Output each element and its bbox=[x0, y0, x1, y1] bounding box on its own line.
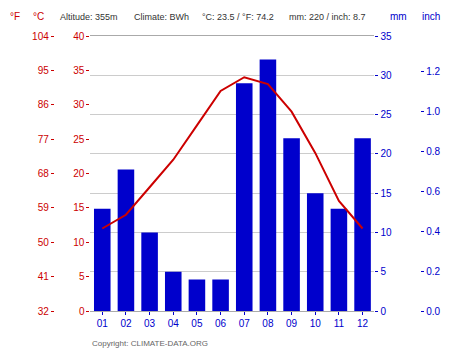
svg-text:20: 20 bbox=[73, 168, 85, 179]
svg-text:0.0: 0.0 bbox=[426, 306, 440, 317]
svg-text:0: 0 bbox=[380, 306, 386, 317]
svg-text:10: 10 bbox=[310, 318, 322, 329]
svg-text:°F: °F bbox=[10, 11, 20, 22]
svg-text:06: 06 bbox=[215, 318, 227, 329]
svg-text:20: 20 bbox=[380, 148, 392, 159]
svg-text:03: 03 bbox=[144, 318, 156, 329]
svg-text:mm: 220 / inch: 8.7: mm: 220 / inch: 8.7 bbox=[289, 12, 366, 22]
svg-text:5: 5 bbox=[79, 271, 85, 282]
svg-text:08: 08 bbox=[262, 318, 274, 329]
svg-text:30: 30 bbox=[73, 99, 85, 110]
svg-text:°C: 23.5 / °F: 74.2: °C: 23.5 / °F: 74.2 bbox=[202, 12, 274, 22]
svg-text:35: 35 bbox=[380, 31, 392, 42]
svg-text:04: 04 bbox=[168, 318, 180, 329]
svg-text:77: 77 bbox=[38, 134, 50, 145]
svg-text:86: 86 bbox=[38, 99, 50, 110]
svg-text:02: 02 bbox=[120, 318, 132, 329]
svg-text:15: 15 bbox=[73, 202, 85, 213]
svg-text:0.6: 0.6 bbox=[426, 186, 440, 197]
svg-text:Copyright: CLIMATE-DATA.ORG: Copyright: CLIMATE-DATA.ORG bbox=[92, 339, 208, 348]
svg-text:Altitude: 355m: Altitude: 355m bbox=[60, 12, 118, 22]
svg-text:68: 68 bbox=[38, 168, 50, 179]
svg-text:32: 32 bbox=[38, 306, 50, 317]
svg-text:35: 35 bbox=[73, 65, 85, 76]
svg-text:1.0: 1.0 bbox=[426, 106, 440, 117]
svg-text:0: 0 bbox=[79, 306, 85, 317]
svg-text:0.8: 0.8 bbox=[426, 146, 440, 157]
svg-text:95: 95 bbox=[38, 65, 50, 76]
svg-text:41: 41 bbox=[38, 271, 50, 282]
svg-text:°C: °C bbox=[33, 11, 44, 22]
svg-text:5: 5 bbox=[380, 266, 386, 277]
svg-text:25: 25 bbox=[73, 134, 85, 145]
svg-text:40: 40 bbox=[73, 31, 85, 42]
svg-text:59: 59 bbox=[38, 202, 50, 213]
svg-text:50: 50 bbox=[38, 237, 50, 248]
svg-text:07: 07 bbox=[239, 318, 251, 329]
svg-text:30: 30 bbox=[380, 70, 392, 81]
svg-text:15: 15 bbox=[380, 188, 392, 199]
svg-text:0.2: 0.2 bbox=[426, 266, 440, 277]
svg-text:10: 10 bbox=[380, 227, 392, 238]
svg-text:12: 12 bbox=[357, 318, 369, 329]
svg-text:05: 05 bbox=[191, 318, 203, 329]
svg-text:10: 10 bbox=[73, 237, 85, 248]
svg-text:25: 25 bbox=[380, 109, 392, 120]
svg-text:Climate: BWh: Climate: BWh bbox=[134, 12, 189, 22]
svg-text:11: 11 bbox=[334, 318, 345, 329]
svg-text:inch: inch bbox=[422, 11, 440, 22]
svg-text:01: 01 bbox=[97, 318, 109, 329]
svg-text:0.4: 0.4 bbox=[426, 226, 440, 237]
svg-text:104: 104 bbox=[32, 31, 49, 42]
svg-text:09: 09 bbox=[286, 318, 298, 329]
svg-text:1.2: 1.2 bbox=[426, 66, 440, 77]
svg-text:mm: mm bbox=[390, 11, 407, 22]
